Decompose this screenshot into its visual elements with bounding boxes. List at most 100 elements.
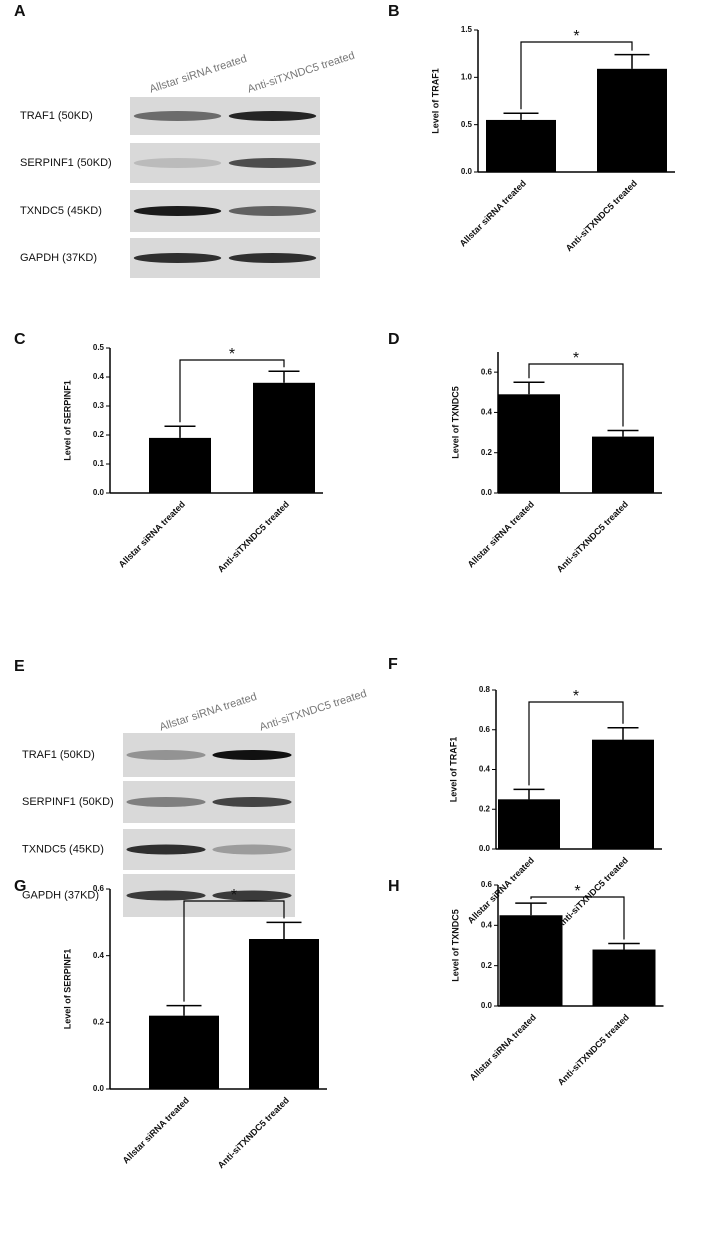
panel-label: F xyxy=(388,656,398,673)
y-tick-label: 0.8 xyxy=(479,685,491,694)
y-tick-label: 0.4 xyxy=(93,951,105,960)
band xyxy=(133,206,222,216)
row-label: SERPINF1 (50KD) xyxy=(20,157,112,169)
x-tick-label: Allstar siRNA treated xyxy=(117,499,188,570)
error-bar xyxy=(614,53,650,69)
significance-bracket xyxy=(530,896,625,940)
y-axis-label: Level of TXNDC5 xyxy=(450,909,460,982)
significance-star: * xyxy=(573,350,579,367)
band xyxy=(126,797,206,807)
y-axis-label: Level of TXNDC5 xyxy=(450,386,460,459)
y-tick-label: 0.6 xyxy=(479,725,491,734)
band xyxy=(212,890,292,901)
row-label: GAPDH (37KD) xyxy=(22,889,99,901)
y-axis-label: Level of TRAF1 xyxy=(430,68,440,134)
band xyxy=(126,890,206,901)
y-tick-label: 0.4 xyxy=(481,408,493,417)
x-tick-label: Allstar siRNA treated xyxy=(466,855,537,926)
row-label: TRAF1 (50KD) xyxy=(20,110,93,122)
row-label: TXNDC5 (45KD) xyxy=(20,205,102,217)
x-tick-label: Allstar siRNA treated xyxy=(466,499,537,570)
y-tick-label: 0.0 xyxy=(93,1084,105,1093)
x-tick-label: Anti-siTXNDC5 treated xyxy=(556,1012,631,1087)
y-tick-label: 0.1 xyxy=(93,459,105,468)
x-tick-label: Allstar siRNA treated xyxy=(468,1012,539,1083)
error-bar xyxy=(166,1004,202,1016)
band xyxy=(228,111,317,121)
band xyxy=(228,253,317,263)
band xyxy=(133,253,222,263)
bar xyxy=(149,1015,219,1089)
significance-bracket xyxy=(520,41,633,110)
bar xyxy=(498,799,560,849)
band xyxy=(228,158,317,168)
band xyxy=(212,844,292,855)
y-tick-label: 0.6 xyxy=(481,367,493,376)
band xyxy=(212,797,292,807)
panel-label: D xyxy=(388,331,400,348)
error-bar xyxy=(503,112,539,120)
row-label: TRAF1 (50KD) xyxy=(22,749,95,761)
panel-label: A xyxy=(14,3,26,20)
bar xyxy=(592,949,656,1006)
x-tick-label: Anti-siTXNDC5 treated xyxy=(216,499,291,574)
significance-star: * xyxy=(574,883,580,900)
column-label: Anti-siTXNDC5 treated xyxy=(258,688,368,734)
y-tick-label: 0.4 xyxy=(93,372,105,381)
y-tick-label: 1.5 xyxy=(461,25,473,34)
band xyxy=(228,206,317,216)
panel-label: B xyxy=(388,3,400,20)
error-bar xyxy=(268,370,300,383)
y-tick-label: 0.2 xyxy=(479,804,491,813)
significance-bracket xyxy=(528,701,624,786)
bar xyxy=(499,915,563,1006)
column-label: Allstar siRNA treated xyxy=(158,691,258,734)
row-label: SERPINF1 (50KD) xyxy=(22,796,114,808)
y-tick-label: 0.4 xyxy=(481,920,493,929)
error-bar xyxy=(164,425,196,438)
x-tick-label: Anti-siTXNDC5 treated xyxy=(564,178,639,253)
y-axis-label: Level of SERPINF1 xyxy=(62,380,72,461)
y-tick-label: 0.0 xyxy=(481,488,493,497)
y-tick-label: 0.2 xyxy=(93,430,105,439)
y-tick-label: 0.6 xyxy=(481,880,493,889)
error-bar xyxy=(513,788,545,800)
column-label: Anti-siTXNDC5 treated xyxy=(246,50,356,96)
x-tick-label: Anti-siTXNDC5 treated xyxy=(216,1095,291,1170)
y-axis-label: Level of TRAF1 xyxy=(448,737,458,803)
bar xyxy=(253,382,315,493)
y-tick-label: 0.3 xyxy=(93,401,105,410)
band xyxy=(212,750,292,760)
y-tick-label: 0.2 xyxy=(93,1017,105,1026)
row-label: TXNDC5 (45KD) xyxy=(22,843,104,855)
x-tick-label: Allstar siRNA treated xyxy=(458,178,529,249)
band xyxy=(126,750,206,760)
error-bar xyxy=(515,902,547,916)
y-tick-label: 0.6 xyxy=(93,884,105,893)
y-tick-label: 0.0 xyxy=(461,167,473,176)
x-tick-label: Allstar siRNA treated xyxy=(121,1095,192,1166)
y-tick-label: 0.0 xyxy=(481,1001,493,1010)
significance-star: * xyxy=(231,887,237,904)
band xyxy=(133,111,222,121)
significance-bracket xyxy=(528,363,624,427)
y-tick-label: 1.0 xyxy=(461,72,473,81)
bar xyxy=(592,739,654,849)
bar xyxy=(486,119,556,172)
significance-bracket xyxy=(183,900,285,1002)
column-label: Allstar siRNA treated xyxy=(148,53,248,96)
bar xyxy=(249,939,319,1089)
error-bar xyxy=(513,381,545,395)
y-tick-label: 0.2 xyxy=(481,448,493,457)
bar xyxy=(498,394,560,493)
x-tick-label: Anti-siTXNDC5 treated xyxy=(555,499,630,574)
bar xyxy=(592,436,654,493)
y-axis-label: Level of SERPINF1 xyxy=(62,949,72,1030)
error-bar xyxy=(607,429,639,437)
panel-label: C xyxy=(14,331,26,348)
row-label: GAPDH (37KD) xyxy=(20,252,97,264)
panel-label: H xyxy=(388,878,400,895)
error-bar xyxy=(608,942,640,950)
panel-label: E xyxy=(14,658,25,675)
